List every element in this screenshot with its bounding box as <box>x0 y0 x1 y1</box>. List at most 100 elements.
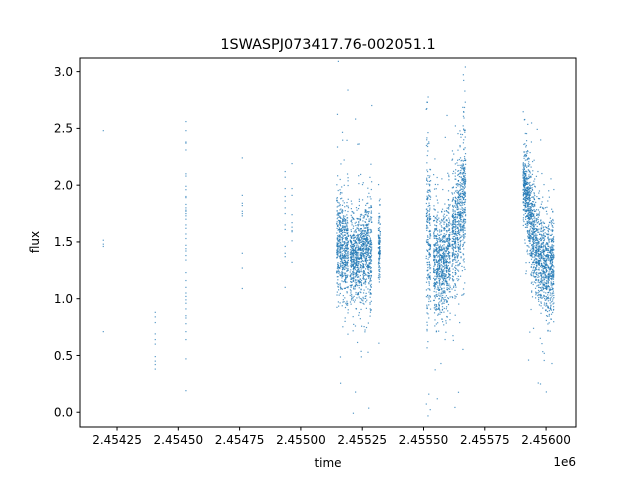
data-point <box>534 242 536 244</box>
data-point <box>345 252 347 255</box>
data-point <box>360 247 362 249</box>
data-point <box>342 268 344 270</box>
data-point <box>427 239 429 241</box>
data-point <box>342 235 344 237</box>
data-point <box>154 343 156 345</box>
data-point <box>539 383 542 385</box>
data-point <box>379 257 381 259</box>
data-point <box>337 219 340 222</box>
data-point <box>349 251 351 254</box>
data-point <box>546 242 548 244</box>
data-point <box>434 183 436 186</box>
data-point <box>540 256 542 259</box>
data-point <box>363 275 365 277</box>
data-point <box>363 254 365 257</box>
data-point <box>459 201 461 203</box>
data-point <box>436 276 438 278</box>
data-point <box>539 253 542 255</box>
data-point <box>351 281 353 283</box>
data-point <box>451 158 454 160</box>
data-point <box>371 181 373 183</box>
data-point <box>444 258 446 260</box>
data-point <box>362 267 364 269</box>
data-point <box>365 236 368 238</box>
data-point <box>363 227 365 229</box>
data-point <box>337 270 339 272</box>
data-point <box>336 271 338 273</box>
data-point <box>463 178 466 180</box>
data-point <box>446 255 448 257</box>
data-point <box>185 248 187 250</box>
data-point <box>456 261 458 263</box>
data-point <box>367 264 369 266</box>
data-point <box>539 248 542 250</box>
data-point <box>342 294 344 297</box>
data-point <box>436 253 438 255</box>
data-point <box>350 265 353 267</box>
data-point <box>361 239 363 241</box>
data-point <box>340 252 342 254</box>
data-point <box>360 256 362 259</box>
data-point <box>446 301 448 303</box>
data-point <box>337 265 339 267</box>
data-point <box>540 278 542 280</box>
data-point <box>356 269 358 272</box>
data-point <box>369 267 372 269</box>
data-point <box>342 249 345 252</box>
data-point <box>445 259 447 261</box>
data-point <box>429 247 431 250</box>
data-point <box>545 249 547 251</box>
data-point <box>535 253 537 255</box>
data-point <box>443 257 445 259</box>
data-point <box>551 275 553 277</box>
data-point <box>344 253 346 256</box>
data-point <box>434 255 437 257</box>
data-point <box>351 222 353 224</box>
data-point <box>342 225 344 227</box>
data-point <box>428 263 430 266</box>
data-point <box>527 229 529 232</box>
data-point <box>452 247 454 249</box>
data-point <box>536 237 538 239</box>
data-point <box>429 230 432 232</box>
data-point <box>444 216 446 218</box>
data-point <box>548 257 550 259</box>
data-point <box>336 206 338 208</box>
data-point <box>339 212 342 214</box>
data-point <box>185 295 187 298</box>
data-point <box>185 120 187 123</box>
data-point <box>426 198 428 200</box>
data-point <box>552 272 554 274</box>
data-point <box>371 104 373 107</box>
data-point <box>445 278 447 280</box>
data-point <box>359 254 361 256</box>
data-point <box>436 398 438 400</box>
data-point <box>448 236 450 238</box>
data-point <box>527 187 529 189</box>
data-point <box>462 163 464 165</box>
data-point <box>445 230 448 232</box>
data-point <box>538 272 541 274</box>
data-point <box>543 267 545 270</box>
data-point <box>527 189 529 191</box>
data-point <box>452 227 454 229</box>
data-point <box>352 235 354 237</box>
data-point <box>364 249 366 251</box>
x-axis-offset-label: 1e6 <box>553 455 576 469</box>
data-point <box>538 294 541 296</box>
data-point <box>367 228 369 230</box>
data-point <box>524 206 526 208</box>
data-point <box>552 238 554 240</box>
data-point <box>429 253 431 256</box>
data-point <box>355 224 357 227</box>
data-point <box>347 286 349 288</box>
data-point <box>531 254 533 256</box>
data-point <box>457 149 459 151</box>
data-point <box>454 202 456 205</box>
data-point <box>535 258 537 260</box>
data-point <box>433 254 435 257</box>
data-point <box>543 278 546 281</box>
data-point <box>445 246 447 248</box>
data-point <box>440 287 443 289</box>
data-point <box>523 184 525 187</box>
